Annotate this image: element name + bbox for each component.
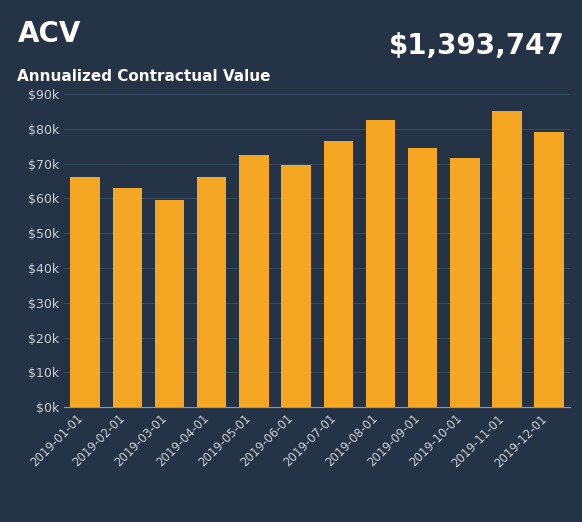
Bar [324,141,353,407]
Bar [281,165,311,407]
Bar [112,188,142,407]
Text: $1,393,747: $1,393,747 [389,32,565,60]
Text: Annualized Contractual Value: Annualized Contractual Value [17,69,271,84]
Bar [365,120,395,407]
Bar [408,148,438,407]
Bar [450,158,480,407]
Bar [239,155,269,407]
Bar [155,200,184,407]
Bar [534,132,564,407]
Bar [70,177,100,407]
Bar [492,111,522,407]
Bar [197,177,226,407]
Text: ACV: ACV [17,20,81,49]
